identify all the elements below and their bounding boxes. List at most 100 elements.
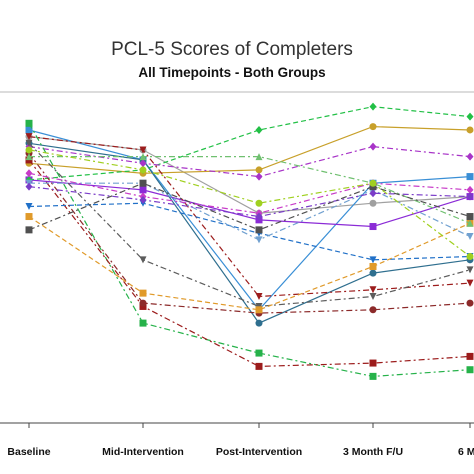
data-point [25, 169, 33, 178]
series-line [28, 149, 471, 257]
series-19 [25, 179, 474, 234]
data-point [369, 123, 377, 131]
series-12 [25, 199, 474, 264]
data-point [369, 359, 377, 367]
data-point [255, 362, 263, 370]
data-point [139, 159, 147, 168]
data-point [25, 213, 33, 221]
data-point [466, 233, 474, 241]
data-point [255, 172, 263, 181]
data-point [25, 182, 33, 191]
data-point [466, 213, 474, 221]
series-4 [25, 176, 474, 231]
data-point [369, 262, 377, 270]
data-point [466, 352, 474, 360]
data-point [25, 119, 33, 127]
data-point [255, 292, 263, 300]
data-point [25, 203, 33, 211]
series-11 [25, 156, 474, 370]
data-point [255, 125, 263, 134]
chart-subtitle: All Timepoints - Both Groups [138, 65, 325, 80]
series-line [28, 172, 471, 214]
data-point [466, 126, 474, 134]
series-line [28, 202, 471, 261]
series-line [28, 152, 471, 314]
data-point [255, 319, 263, 327]
series-3 [25, 126, 474, 314]
data-point [466, 152, 474, 161]
data-point [139, 179, 147, 187]
data-point [139, 146, 147, 154]
data-point [139, 166, 147, 174]
data-point [139, 256, 147, 264]
data-point [369, 189, 377, 198]
data-point [255, 226, 263, 234]
series-line [29, 156, 471, 224]
data-point [466, 192, 474, 201]
series-10 [25, 119, 474, 380]
x-tick-label: 6 M [458, 446, 474, 458]
series-line [28, 216, 471, 311]
series-line [28, 186, 471, 218]
data-point [25, 226, 33, 234]
x-tick-label: Post-Intervention [216, 446, 302, 458]
series-line [28, 182, 471, 231]
series-5 [25, 139, 474, 327]
chart-title: PCL-5 Scores of Completers [111, 39, 353, 60]
series-6 [25, 102, 474, 184]
x-tick-label: Mid-Intervention [102, 446, 184, 458]
data-point [369, 223, 377, 231]
data-point [466, 253, 474, 260]
data-point [466, 366, 474, 374]
data-point [466, 299, 474, 307]
data-point [139, 319, 147, 327]
data-point [139, 195, 147, 204]
series-9 [25, 139, 474, 310]
data-point [369, 179, 377, 187]
data-point [369, 256, 377, 264]
series-20 [25, 146, 474, 260]
series-line [28, 159, 471, 368]
series-line [28, 142, 471, 308]
data-point [25, 153, 33, 161]
series-1 [25, 133, 474, 217]
data-point [139, 186, 147, 194]
data-point [255, 199, 263, 207]
series-line [28, 106, 471, 181]
series-17 [25, 182, 474, 221]
data-point [369, 372, 377, 380]
data-point [466, 266, 474, 274]
data-point [369, 292, 377, 300]
data-point [369, 102, 377, 111]
data-point [466, 219, 474, 227]
data-point [369, 269, 377, 277]
data-point [466, 279, 474, 287]
data-point [139, 153, 147, 161]
data-point [369, 306, 377, 314]
x-tick-label: Baseline [7, 446, 50, 458]
data-point [255, 349, 263, 357]
data-point [25, 126, 33, 134]
series-line [28, 145, 471, 178]
series-8 [25, 142, 474, 181]
data-point [25, 133, 33, 141]
data-point [255, 212, 263, 221]
data-point [25, 139, 33, 147]
data-point [369, 199, 377, 207]
data-point [139, 289, 147, 297]
data-point [369, 286, 377, 294]
series-layer [25, 102, 474, 380]
data-point [255, 166, 263, 174]
data-point [466, 112, 474, 121]
data-point [466, 173, 474, 181]
data-point [466, 185, 474, 194]
data-point [25, 146, 33, 154]
data-point [255, 306, 263, 314]
data-point [255, 153, 263, 161]
series-18 [25, 153, 474, 227]
series-16 [25, 169, 474, 218]
series-line [28, 136, 471, 214]
data-point [255, 236, 263, 244]
data-point [369, 142, 377, 151]
